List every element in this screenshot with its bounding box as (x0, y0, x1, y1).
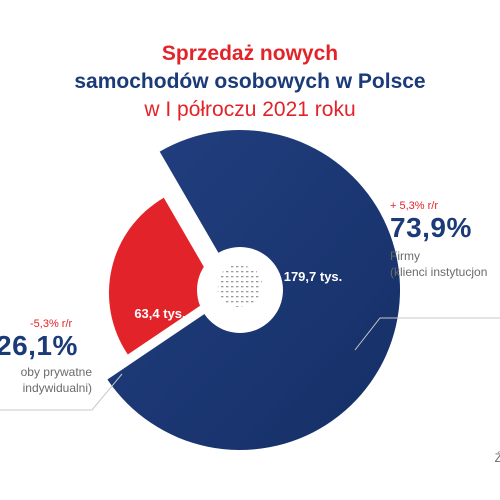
callout-line-left (0, 373, 123, 411)
poland-map-icon (217, 265, 262, 307)
slice-osoby-prywatne (108, 197, 219, 355)
callout-osoby: -5,3% r/r 26,1% oby prywatne indywidualn… (0, 318, 92, 396)
title-line-1: Sprzedaż nowych (161, 42, 339, 65)
source-text: Ź (494, 451, 500, 465)
share-osoby: 26,1% (0, 330, 78, 361)
title-line-3: w I półroczu 2021 roku (144, 98, 356, 121)
value-label-osoby: 63,4 tys. (134, 306, 185, 321)
sublabel-osoby: indywidualni) (22, 381, 92, 395)
change-firmy: + 5,3% r/r (390, 200, 438, 212)
value-label-firmy: 179,7 tys. (284, 269, 343, 284)
change-osoby: -5,3% r/r (30, 318, 73, 330)
callout-line-right (354, 317, 500, 351)
label-firmy: Firmy (390, 249, 420, 263)
chart-title: Sprzedaż nowych samochodów osobowych w P… (0, 40, 500, 124)
sublabel-firmy: (klienci instytucjon (390, 265, 488, 279)
share-firmy: 73,9% (390, 212, 472, 243)
callout-firmy: + 5,3% r/r 73,9% Firmy (klienci instytuc… (390, 200, 487, 280)
label-osoby: oby prywatne (20, 365, 92, 379)
callout-lines (0, 317, 500, 411)
title-line-2: samochodów osobowych w Polsce (74, 70, 426, 93)
